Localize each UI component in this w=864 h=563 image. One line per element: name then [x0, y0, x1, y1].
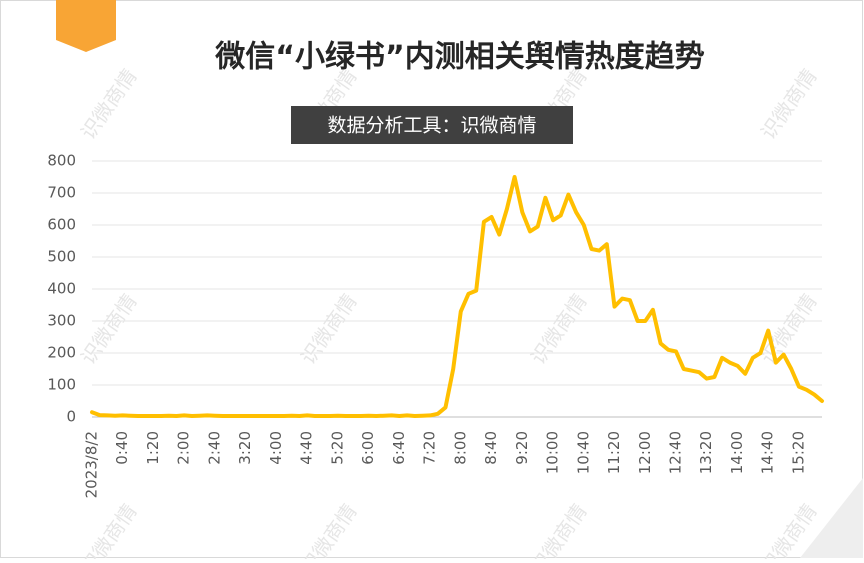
x-tick-label: 2023/8/2: [83, 431, 101, 498]
x-tick-label: 1:20: [144, 431, 162, 465]
x-tick-label: 6:00: [359, 431, 377, 465]
subtitle: 数据分析工具：识微商情: [327, 115, 536, 137]
y-tick-label: 800: [47, 152, 76, 170]
plot: 0 100 200 300 400 500 600 700 800 2023/8/2 0:40 1:2…: [47, 152, 824, 498]
x-tick-label: 7:20: [421, 431, 439, 465]
x-tick-label: 12:40: [667, 431, 685, 474]
x-tick-label: 14:00: [728, 431, 746, 474]
x-tick-label: 5:20: [328, 431, 346, 465]
y-tick-label: 300: [47, 312, 76, 330]
x-tick-label: 3:20: [236, 431, 254, 465]
x-tick-label: 8:00: [451, 431, 469, 465]
x-tick-label: 13:20: [697, 431, 715, 474]
y-tick-label: 700: [47, 184, 76, 202]
x-tick-label: 10:00: [544, 431, 562, 474]
page-curl: [800, 478, 863, 558]
y-tick-label: 400: [47, 280, 76, 298]
line: [90, 175, 824, 418]
y-tick-label: 100: [47, 376, 76, 394]
x-tick-label: 11:20: [605, 431, 623, 474]
y-tick-label: 200: [47, 344, 76, 362]
subtitle-box: [291, 106, 573, 144]
x-tick-label: 2:00: [175, 431, 193, 465]
x-tick-label: 9:20: [513, 431, 531, 465]
x-tick-label: 14:40: [759, 431, 777, 474]
x-tick-label: 12:00: [636, 431, 654, 474]
x-tick-label: 15:20: [789, 431, 807, 474]
x-tick-label: 8:40: [482, 431, 500, 465]
x-tick-label: 6:40: [390, 431, 408, 465]
chart-title: 微信“小绿书”内测相关舆情热度趋势: [214, 40, 704, 75]
y-tick-label: 600: [47, 216, 76, 234]
x-tick-label: 4:40: [298, 431, 316, 465]
y-tick-label: 500: [47, 248, 76, 266]
x-tick-label: 2:40: [205, 431, 223, 465]
x-tick-label: 0:40: [113, 431, 131, 465]
y-tick-label: 0: [66, 408, 76, 426]
x-tick-label: 4:00: [267, 431, 285, 465]
x-tick-label: 10:40: [574, 431, 592, 474]
bookmark: [56, 0, 116, 52]
